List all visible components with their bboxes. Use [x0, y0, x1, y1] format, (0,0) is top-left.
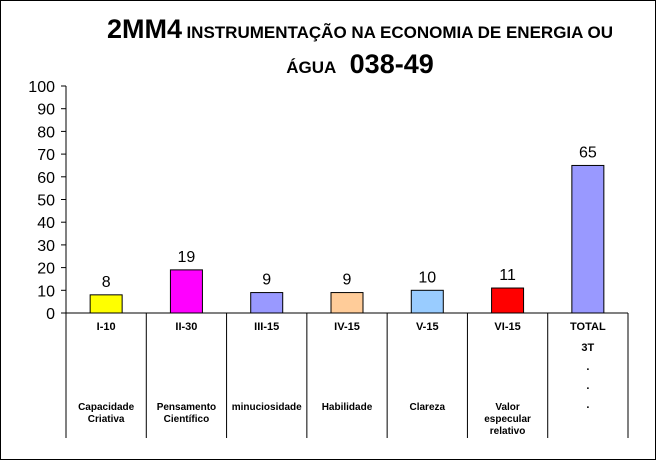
bar	[250, 292, 284, 314]
title-code: 2MM4	[106, 14, 182, 44]
y-tick-label: 30	[37, 238, 55, 255]
category-sublabel: especular	[484, 414, 531, 425]
data-label: 9	[262, 272, 271, 289]
x-tick-label: I-10	[97, 321, 116, 333]
category-sublabel: Habilidade	[322, 402, 373, 413]
x-tick-label: TOTAL	[570, 321, 606, 333]
y-tick-label: 0	[46, 306, 55, 323]
category-sublabel: Criativa	[88, 414, 125, 425]
category-sublabel: minuciosidade	[232, 402, 302, 413]
y-tick-label: 60	[37, 170, 55, 187]
total-extra-label: .	[586, 380, 589, 392]
title-number: 038-49	[349, 49, 434, 79]
chart-title: 2MM4 INSTRUMENTAÇÃO NA ECONOMIA DE ENERG…	[64, 14, 656, 84]
y-tick-label: 10	[37, 283, 55, 300]
bar	[491, 287, 525, 314]
bar	[410, 289, 444, 314]
category-sublabel: Valor	[495, 402, 520, 413]
data-label: 8	[102, 274, 111, 291]
bar	[89, 294, 123, 314]
data-label: 10	[418, 269, 436, 286]
total-extra-label: 3T	[581, 342, 594, 354]
bar	[330, 292, 364, 314]
title-text-line2: ÁGUA	[286, 58, 337, 77]
category-sublabel: Pensamento	[157, 402, 216, 413]
title-text-line1: INSTRUMENTAÇÃO NA ECONOMIA DE ENERGIA OU	[186, 23, 614, 42]
y-tick-label: 90	[37, 102, 55, 119]
y-tick-label: 100	[28, 79, 55, 96]
x-tick-label: III-15	[254, 321, 279, 333]
category-sublabel: Científico	[164, 414, 210, 425]
data-label: 65	[579, 144, 597, 161]
y-tick-label: 70	[37, 147, 55, 164]
x-tick-label: VI-15	[494, 321, 520, 333]
y-tick-label: 50	[37, 193, 55, 210]
total-extra-label: .	[586, 399, 589, 411]
x-tick-label: IV-15	[334, 321, 360, 333]
x-tick-label: V-15	[416, 321, 439, 333]
data-label: 19	[178, 249, 196, 266]
x-tick-label: II-30	[175, 321, 197, 333]
data-label: 11	[499, 267, 516, 284]
bar	[571, 164, 605, 314]
y-tick-label: 40	[37, 215, 55, 232]
y-tick-label: 20	[37, 261, 55, 278]
y-tick-label: 80	[37, 124, 55, 141]
bar	[169, 269, 203, 314]
category-sublabel: relativo	[490, 426, 526, 437]
total-extra-label: .	[586, 361, 589, 373]
category-sublabel: Clareza	[409, 402, 445, 413]
category-sublabel: Capacidade	[78, 402, 135, 413]
data-label: 9	[343, 272, 352, 289]
